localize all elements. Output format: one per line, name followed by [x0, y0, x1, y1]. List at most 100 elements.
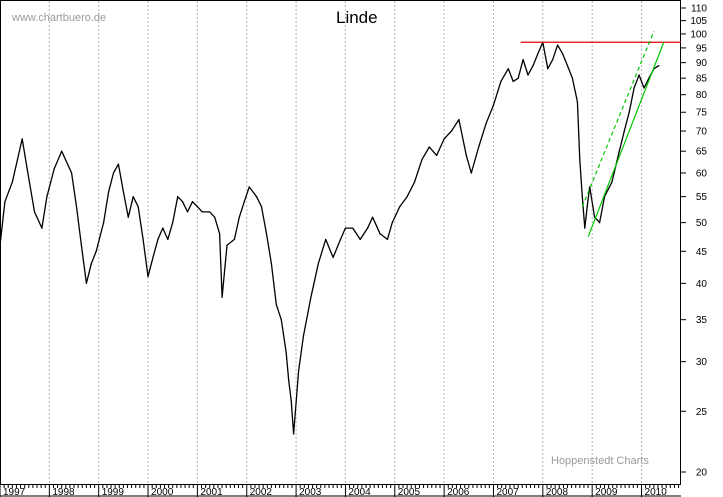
watermark-hoppenstedt: Hoppenstedt Charts [551, 455, 649, 467]
price-point [285, 352, 287, 354]
price-point [218, 233, 221, 235]
price-point [288, 379, 290, 382]
price-point [561, 53, 564, 55]
price-point [46, 196, 48, 198]
price-point [0, 244, 1, 246]
price-point [248, 186, 250, 188]
price-point [352, 227, 354, 229]
price-point [325, 238, 327, 241]
price-point [201, 211, 203, 213]
price-point [581, 196, 583, 198]
price-point [233, 238, 236, 241]
price-point [633, 87, 635, 89]
price-point [270, 263, 273, 265]
price-point [359, 238, 361, 241]
price-point [137, 206, 139, 208]
x-tick-label-2008: 2008 [546, 487, 569, 497]
price-point [527, 74, 529, 76]
price-point [643, 87, 645, 89]
x-tick-label-2000: 2000 [151, 487, 174, 497]
price-point [576, 100, 578, 103]
price-point [53, 167, 55, 170]
price-point [80, 244, 83, 246]
price-point [186, 211, 189, 213]
price-point [500, 80, 502, 82]
price-point [90, 263, 92, 265]
price-point [260, 206, 263, 208]
price-point [290, 399, 292, 402]
price-point [522, 59, 524, 61]
price-point [571, 77, 574, 79]
price-point [41, 227, 43, 229]
price-point [478, 146, 480, 148]
y-tick-label-100: 100 [690, 29, 707, 40]
price-point [428, 146, 430, 148]
x-tick-label-2001: 2001 [200, 487, 223, 497]
y-tick-label-40: 40 [696, 279, 708, 290]
chart-title: Linde [336, 8, 378, 27]
price-point [226, 244, 228, 246]
annotations [520, 31, 681, 237]
y-tick-label-75: 75 [696, 108, 708, 119]
y-axis: 20 25 30 35 40 45 50 55 60 65 70 75 80 85 90 95 100 10511… [681, 4, 707, 479]
plot-frame [0, 0, 681, 485]
price-point [532, 65, 534, 67]
y-tick-label-55: 55 [696, 192, 708, 203]
price-point [112, 172, 115, 174]
price-point [421, 159, 423, 161]
price-point [196, 206, 198, 208]
price-point [517, 77, 519, 79]
y-tick-label-35: 35 [696, 315, 708, 326]
price-point [552, 59, 554, 61]
price-point [450, 130, 453, 132]
price-point [61, 150, 63, 152]
price-point [162, 227, 164, 229]
y-tick-label-45: 45 [696, 247, 708, 258]
price-point [103, 222, 105, 224]
y-tick-label-80: 80 [696, 90, 708, 101]
price-point [557, 44, 559, 46]
x-tick-label-2002: 2002 [250, 487, 273, 497]
price-point [507, 68, 509, 70]
price-point [302, 335, 305, 337]
x-tick-label-2006: 2006 [447, 487, 470, 497]
price-point [658, 65, 660, 67]
price-point [26, 167, 28, 170]
price-point [594, 216, 596, 218]
price-point [21, 138, 23, 140]
price-point [579, 159, 581, 161]
price-point [386, 238, 388, 241]
price-point [391, 222, 393, 224]
price-point [181, 201, 184, 203]
x-tick-label-1997: 1997 [3, 487, 26, 497]
y-tick-label-85: 85 [696, 74, 708, 85]
price-point [214, 216, 216, 218]
y-tick-label-30: 30 [696, 357, 708, 368]
price-point [132, 196, 134, 198]
price-point [470, 172, 472, 174]
trend-line-solid [587, 42, 665, 237]
y-tick-label-90: 90 [696, 58, 708, 69]
y-tick-label-70: 70 [696, 127, 708, 138]
y-tick-label-110: 110 [691, 4, 707, 15]
price-point [618, 150, 620, 152]
price-point [628, 111, 630, 113]
price-point [256, 196, 258, 198]
price-point [209, 211, 211, 213]
price-point [492, 104, 495, 106]
price-point [367, 227, 369, 229]
watermark-chartbuero: www.chartbuero.de [12, 12, 107, 24]
price-point [243, 201, 245, 203]
y-tick-label-25: 25 [696, 407, 708, 418]
x-tick-label-1999: 1999 [102, 487, 125, 497]
x-tick-label-2010: 2010 [645, 487, 668, 497]
price-point [611, 181, 613, 183]
price-point [413, 181, 416, 183]
y-tick-label-65: 65 [696, 147, 708, 158]
y-tick-label-105: 105 [690, 16, 707, 27]
price-point [127, 216, 129, 218]
price-point [317, 263, 319, 265]
price-point [332, 256, 334, 258]
trend-line-dashed [581, 31, 655, 207]
